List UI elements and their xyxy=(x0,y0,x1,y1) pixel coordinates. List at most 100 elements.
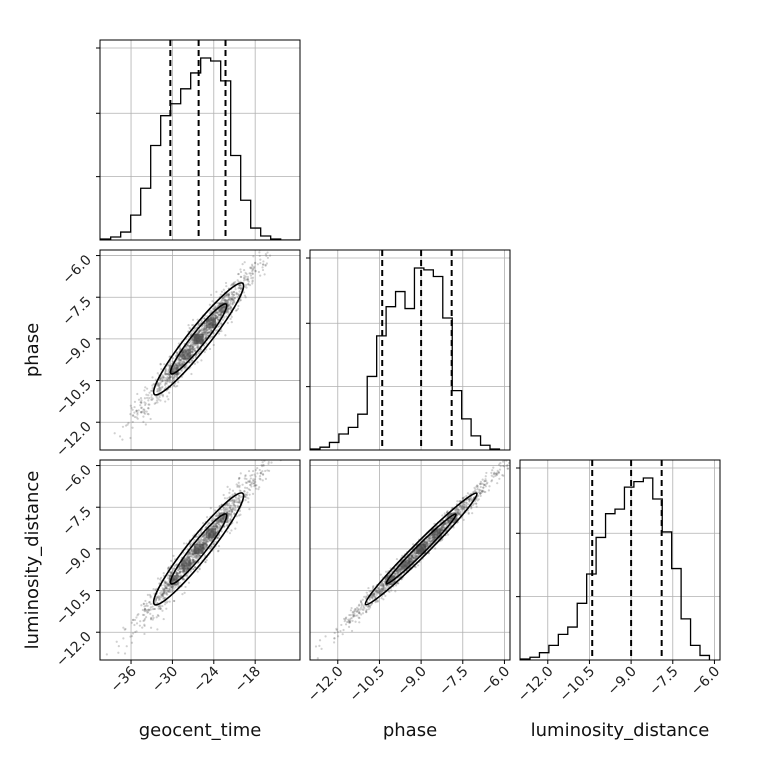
sample-point xyxy=(444,522,447,526)
sample-point xyxy=(247,500,250,504)
sample-point xyxy=(388,572,392,575)
sample-point xyxy=(254,475,257,478)
sample-point xyxy=(364,595,367,598)
sample-point xyxy=(151,605,154,608)
sample-point xyxy=(396,569,399,572)
sample-point xyxy=(243,268,246,272)
sample-point xyxy=(202,534,205,537)
sample-point xyxy=(186,344,190,348)
sample-point xyxy=(164,368,167,371)
sample-point xyxy=(149,612,152,615)
sample-point xyxy=(220,313,223,317)
sample-point xyxy=(203,533,206,537)
sample-point xyxy=(205,334,208,338)
sample-point xyxy=(139,397,143,400)
sample-point xyxy=(344,617,347,620)
sample-point xyxy=(350,606,353,610)
sample-point xyxy=(172,567,176,570)
sample-point xyxy=(208,303,211,306)
sample-point xyxy=(490,474,493,477)
sample-point xyxy=(203,336,207,339)
sample-point xyxy=(497,471,501,474)
sample-point xyxy=(198,553,201,557)
sample-point xyxy=(177,381,180,384)
sample-point xyxy=(228,510,231,513)
sample-point xyxy=(186,557,189,560)
sample-point xyxy=(210,310,213,313)
sample-point xyxy=(222,298,225,301)
sample-point xyxy=(179,359,182,362)
sample-point xyxy=(399,569,402,572)
sample-point xyxy=(136,614,139,617)
x-tick-label: −12.0 xyxy=(305,664,347,706)
x-axis-label-geocent_time: geocent_time xyxy=(139,720,262,741)
sample-point xyxy=(252,469,255,473)
sample-point xyxy=(155,395,158,398)
sample-point xyxy=(162,376,165,379)
sample-point xyxy=(131,632,135,635)
sample-point xyxy=(239,268,242,271)
panel-hist-geocent_time xyxy=(96,39,301,241)
sample-point xyxy=(156,382,160,385)
sample-point xyxy=(156,390,159,393)
sample-point xyxy=(229,317,232,321)
sample-point xyxy=(216,536,220,539)
sample-point xyxy=(410,555,413,558)
sample-point xyxy=(488,485,491,488)
sample-point xyxy=(154,401,157,404)
sample-point xyxy=(465,494,468,498)
sample-point xyxy=(182,578,186,581)
sample-point xyxy=(203,317,206,320)
sample-point xyxy=(505,465,509,468)
sample-point xyxy=(173,374,176,378)
sample-point xyxy=(147,608,150,611)
sample-point xyxy=(369,603,373,607)
sample-point xyxy=(149,602,152,606)
sample-point xyxy=(123,628,126,631)
sample-point xyxy=(207,539,210,543)
sample-point xyxy=(306,195,308,197)
sample-point xyxy=(373,593,376,596)
sample-point xyxy=(357,611,361,615)
sample-point xyxy=(479,492,482,495)
sample-point xyxy=(445,522,448,525)
sample-point xyxy=(457,512,460,515)
sample-point xyxy=(372,593,375,596)
sample-point xyxy=(204,545,207,549)
sample-point xyxy=(145,616,148,619)
sample-point xyxy=(179,574,182,577)
sample-point xyxy=(391,569,394,572)
sample-point xyxy=(252,255,255,258)
sample-point xyxy=(136,392,139,396)
sample-point xyxy=(481,478,484,481)
sample-point xyxy=(239,287,242,290)
sample-point xyxy=(368,605,372,608)
sample-point xyxy=(231,300,234,303)
sample-point xyxy=(226,321,229,325)
sample-point xyxy=(395,557,399,561)
sample-point xyxy=(456,500,459,503)
sample-point xyxy=(394,572,397,575)
sample-point xyxy=(143,613,146,617)
sample-point xyxy=(178,567,181,571)
sample-point xyxy=(238,476,241,480)
sample-point xyxy=(443,526,446,529)
sample-point xyxy=(476,499,479,502)
sample-point xyxy=(198,350,201,353)
sample-point xyxy=(373,593,376,596)
sample-point xyxy=(202,521,205,525)
sample-point xyxy=(456,512,460,515)
sample-point xyxy=(442,524,445,527)
sample-point xyxy=(237,307,240,310)
sample-point xyxy=(216,317,219,320)
sample-point xyxy=(198,553,201,556)
sample-point xyxy=(146,611,149,614)
panel-border xyxy=(519,459,721,661)
sample-point xyxy=(205,540,209,543)
sample-point xyxy=(218,534,221,537)
sample-point xyxy=(166,380,169,383)
sample-point xyxy=(223,510,226,513)
sample-point xyxy=(463,505,466,509)
sample-point xyxy=(191,339,194,342)
sample-point xyxy=(363,595,366,598)
